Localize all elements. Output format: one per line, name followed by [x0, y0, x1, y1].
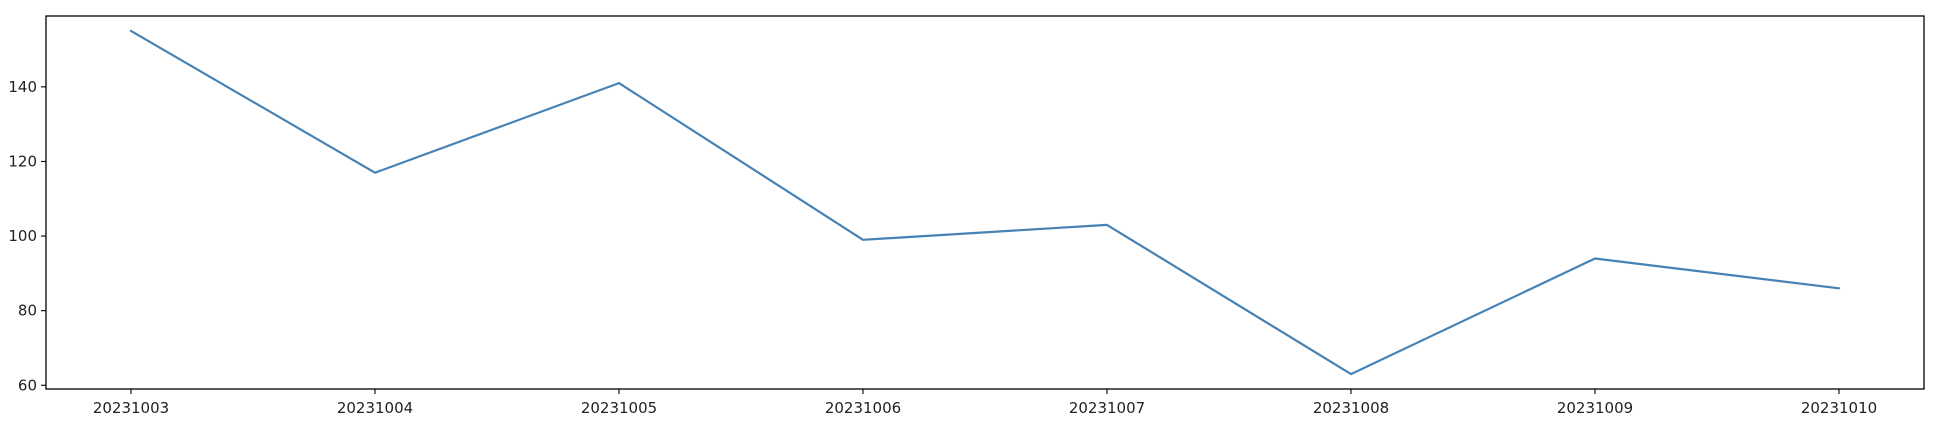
x-tick-label: 20231003	[93, 399, 169, 417]
y-tick-label: 140	[8, 78, 37, 96]
series-line	[129, 29, 1841, 376]
x-tick-label: 20231006	[825, 399, 901, 417]
y-tick-label: 80	[18, 302, 37, 320]
y-tick-label: 100	[8, 227, 37, 245]
series-layer	[129, 29, 1841, 376]
y-tick-label: 120	[8, 152, 37, 170]
x-tick-label: 20231009	[1557, 399, 1633, 417]
y-axis: 60 80 100 120 140	[8, 78, 46, 394]
y-tick-label: 60	[18, 376, 37, 394]
x-tick-label: 20231005	[581, 399, 657, 417]
x-axis: 20231003 20231004 20231005 20231006 20231007…	[93, 389, 1877, 417]
x-tick-label: 20231004	[337, 399, 413, 417]
x-tick-label: 20231007	[1069, 399, 1145, 417]
x-tick-label: 20231008	[1313, 399, 1389, 417]
plot-area-frame	[45, 15, 1925, 390]
x-tick-label: 20231010	[1801, 399, 1877, 417]
